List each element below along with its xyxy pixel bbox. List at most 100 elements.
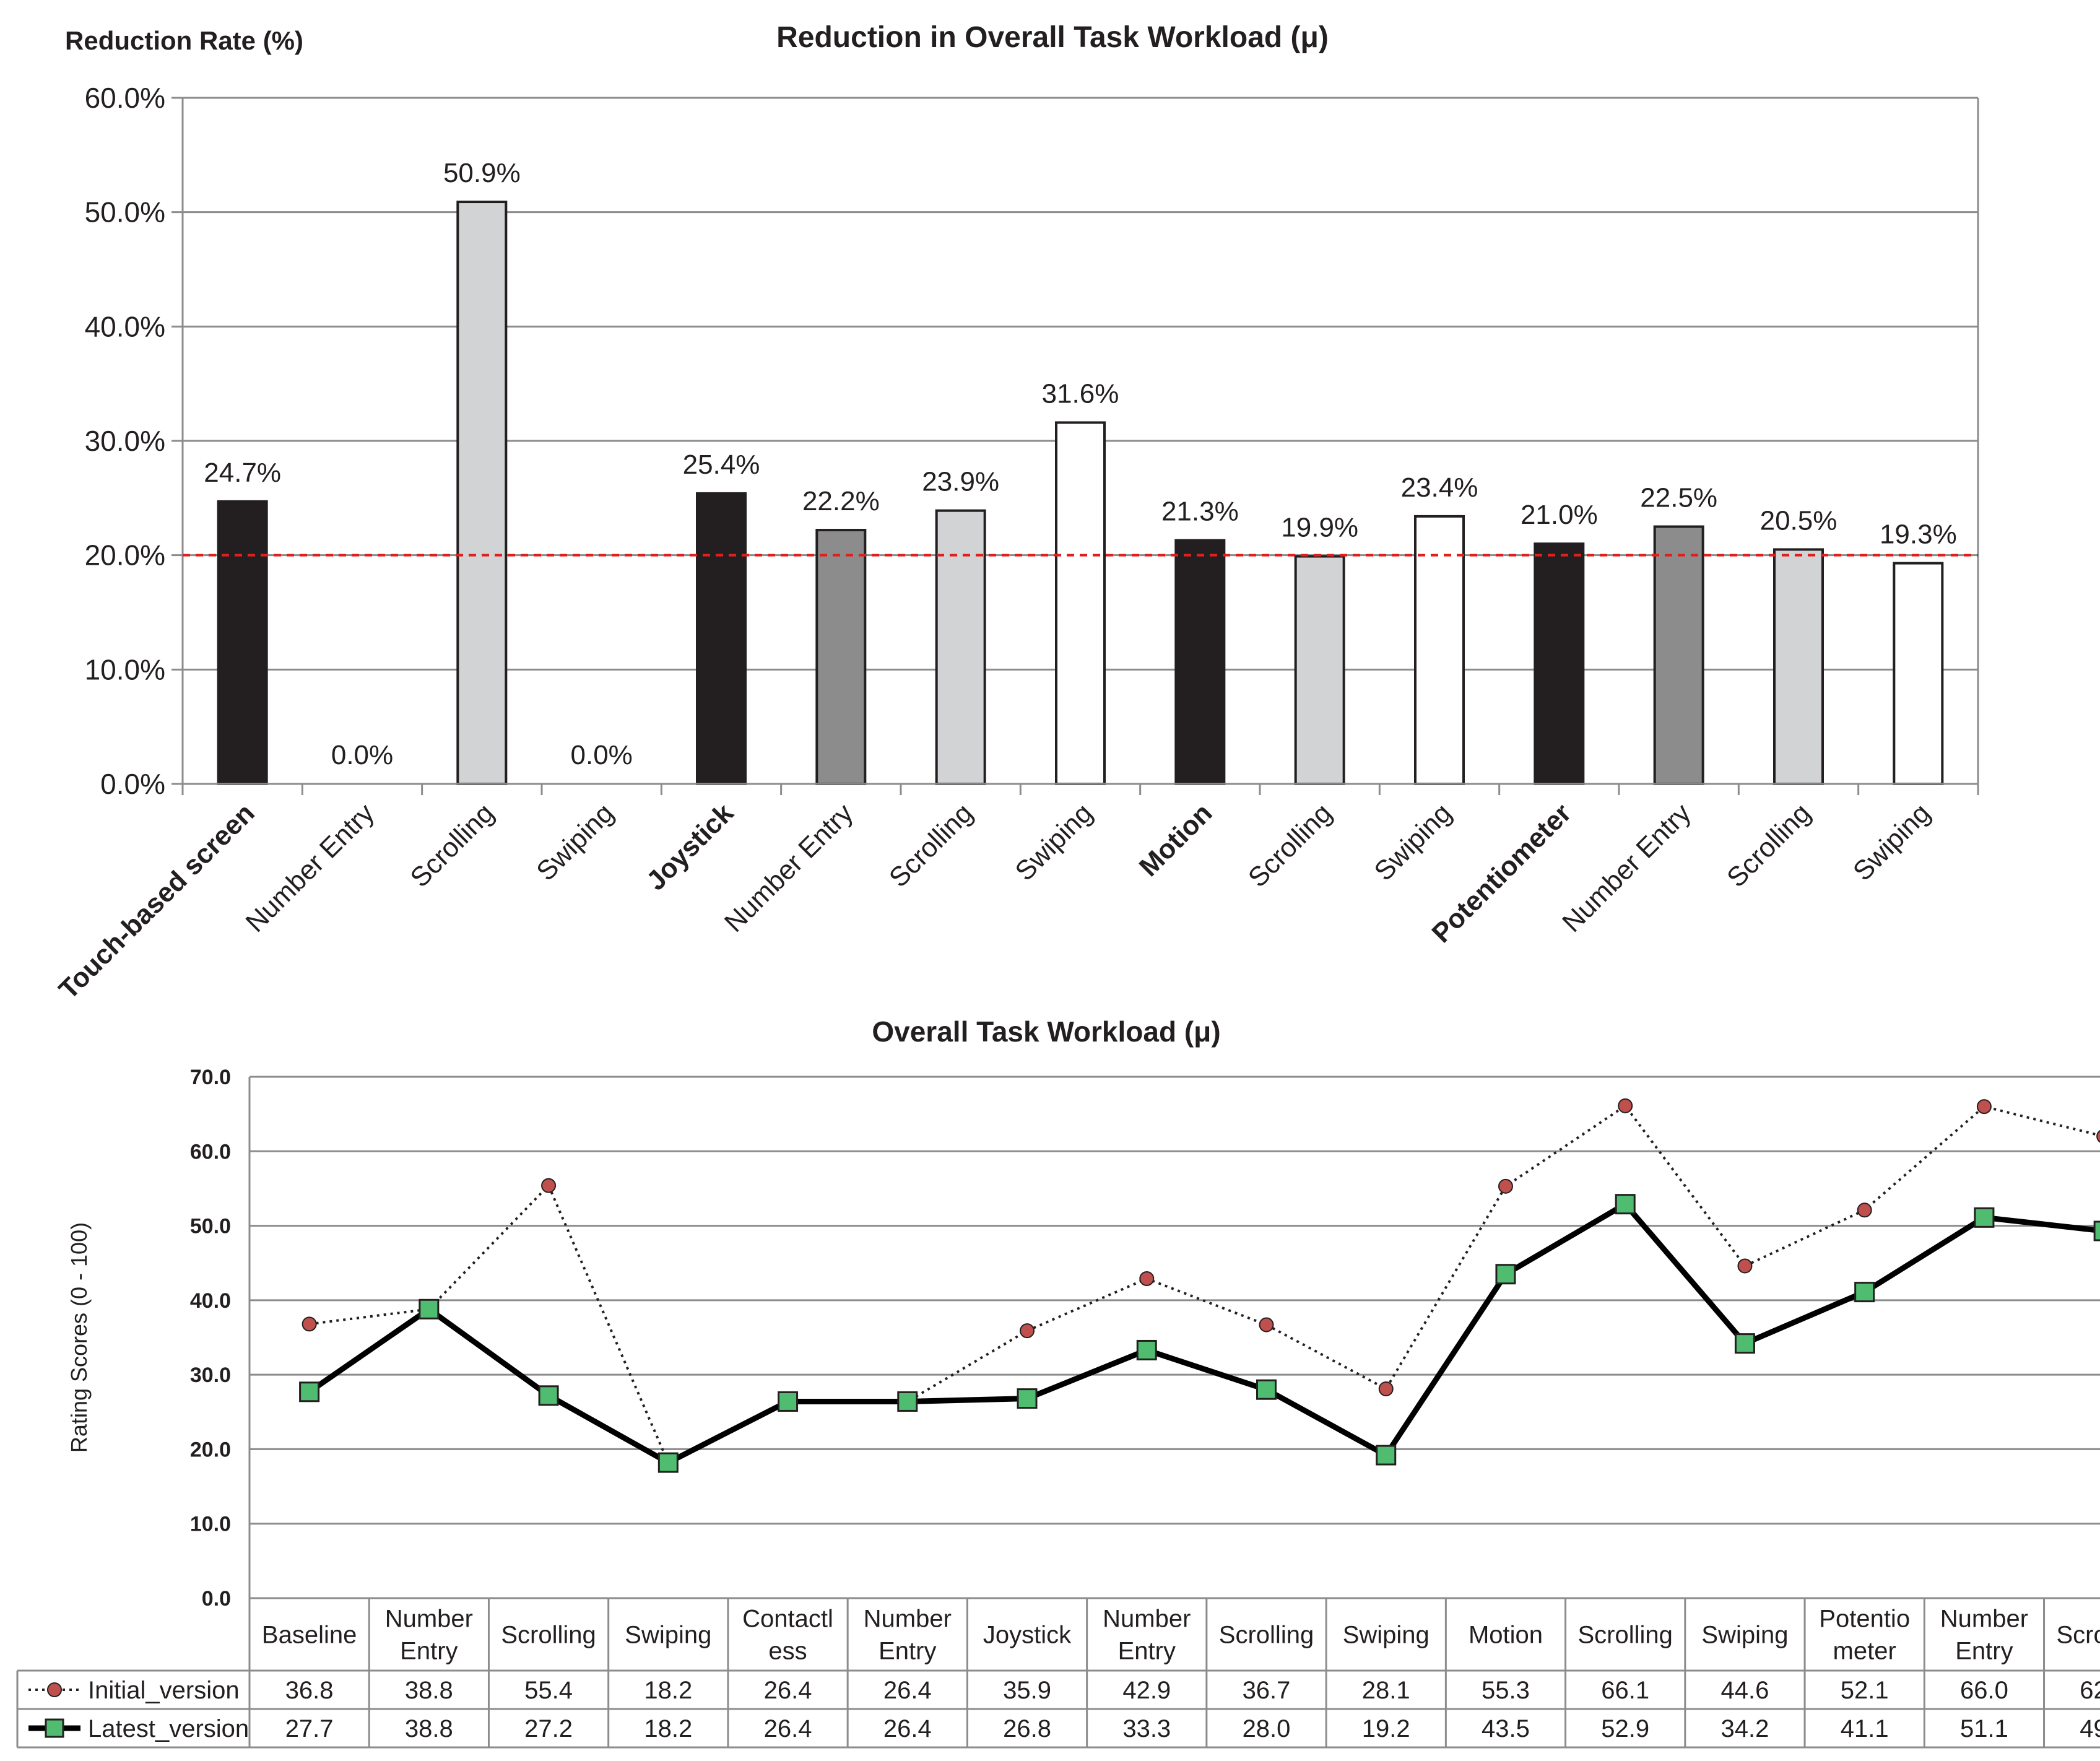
table-header-cell: Potentio [1819, 1606, 1910, 1633]
bar-value-label: 19.9% [1281, 513, 1358, 543]
bar-chart-y-tick-label: 30.0% [85, 425, 165, 457]
table-value-cell: 66.1 [1601, 1677, 1649, 1704]
point-latest-version [1136, 1339, 1157, 1360]
bar-chart-y-tick-label: 0.0% [100, 768, 165, 800]
bar [1414, 515, 1465, 785]
bar-value-label: 21.3% [1161, 497, 1239, 527]
bar [815, 529, 867, 785]
line-chart-y-tick-label: 60.0 [190, 1140, 231, 1163]
bar-value-label: 22.5% [1640, 483, 1717, 513]
line-chart-y-tick-label: 40.0 [190, 1289, 231, 1313]
point-initial-version [1737, 1258, 1753, 1274]
point-latest-version [657, 1452, 679, 1473]
point-latest-version [778, 1391, 799, 1412]
bar-x-tick-label: Swiping [531, 798, 620, 887]
table-value-cell: 34.2 [1721, 1715, 1769, 1742]
table-value-cell: 38.8 [405, 1715, 453, 1742]
bar [1893, 562, 1944, 785]
table-value-cell: 26.4 [764, 1715, 812, 1742]
bar-x-tick-label: Touch-based screen [53, 798, 261, 1005]
table-value-cell: 55.3 [1482, 1677, 1530, 1704]
bar [217, 500, 268, 786]
bar-value-label: 0.0% [331, 740, 393, 770]
bar-value-label: 31.6% [1042, 378, 1119, 409]
table-value-cell: 26.4 [883, 1677, 932, 1704]
bar-x-tick-label: Motion [1134, 798, 1218, 882]
series-line-latest-version [308, 1201, 2100, 1466]
table-value-cell: 38.8 [405, 1677, 453, 1704]
bar-chart-title: Reduction in Overall Task Workload (μ) [776, 21, 1329, 54]
point-latest-version [1854, 1282, 1875, 1303]
table-value-cell: 52.9 [1601, 1715, 1649, 1742]
table-header-cell: Swiping [625, 1622, 711, 1649]
bar-x-tick-label: Swiping [1368, 798, 1457, 887]
table-header-cell: Entry [1118, 1638, 1176, 1665]
table-value-cell: 41.1 [1841, 1715, 1889, 1742]
bar-x-tick-label: Scrolling [883, 798, 979, 893]
bar-chart: Reduction in Overall Task Workload (μ) R… [53, 21, 1979, 1005]
line-chart-gridlines [248, 1076, 2100, 1599]
table-header-cell: Scrolling [1219, 1622, 1314, 1649]
point-initial-version [302, 1316, 317, 1332]
table-value-cell: 36.8 [285, 1677, 334, 1704]
bar-x-tick-label: Swiping [1847, 798, 1937, 887]
bar [1773, 548, 1824, 786]
point-initial-version [1020, 1323, 1035, 1339]
table-value-cell: 44.6 [1721, 1677, 1769, 1704]
table-value-cell: 26.4 [764, 1677, 812, 1704]
table-value-cell: 62.0 [2080, 1677, 2100, 1704]
bar-chart-y-tick-label: 60.0% [85, 82, 165, 114]
table-value-cell: 51.1 [1960, 1715, 2008, 1742]
table-header-cell: Entry [1955, 1638, 2013, 1665]
table-header-cell: Number [1940, 1606, 2028, 1633]
point-initial-version [541, 1178, 557, 1193]
table-header-cell: Scrolling [2056, 1622, 2100, 1649]
bar [1534, 542, 1585, 785]
bar-value-label: 20.5% [1760, 505, 1838, 536]
bar-value-label: 0.0% [571, 740, 633, 770]
legend-series-name: Latest_version [88, 1715, 249, 1742]
bar-x-tick-label: Number Entry [240, 798, 380, 938]
table-value-cell: 27.7 [285, 1715, 334, 1742]
bar-chart-y-tick-label: 50.0% [85, 196, 165, 228]
bar-value-label: 21.0% [1521, 500, 1598, 530]
point-initial-version [1976, 1099, 1992, 1115]
bar [1055, 421, 1106, 785]
point-latest-version [299, 1381, 320, 1402]
data-table: Baseline Number Entry Scrolling Swiping Conta… [16, 1598, 2100, 1749]
bar-x-tick-label: Number Entry [719, 798, 859, 938]
table-header-cell: Number [1103, 1606, 1191, 1633]
bar-x-tick-label: Joystick [641, 798, 740, 897]
bar-x-tick-label: Swiping [1009, 798, 1098, 887]
table-value-cell: 26.4 [883, 1715, 932, 1742]
table-header-cell: Joystick [983, 1622, 1072, 1649]
table-header-cell: ess [768, 1638, 807, 1665]
bar [1653, 525, 1704, 785]
bar-chart-y-tick-label: 10.0% [85, 653, 165, 685]
table-value-cell: 36.7 [1243, 1677, 1291, 1704]
bar-x-tick-label: Scrolling [1721, 798, 1816, 893]
point-latest-version [897, 1391, 918, 1412]
bar [935, 509, 986, 785]
table-header-cell: Entry [400, 1638, 458, 1665]
table-value-cell: 27.2 [524, 1715, 573, 1742]
table-header-cell: Number [385, 1606, 473, 1633]
line-chart-y-tick-label: 50.0 [190, 1215, 231, 1238]
bar-x-tick-label: Number Entry [1556, 798, 1697, 938]
point-latest-version [538, 1385, 559, 1406]
point-latest-version [1974, 1207, 1995, 1228]
table-header-cell: Baseline [262, 1622, 357, 1649]
table-value-cell: 28.0 [1243, 1715, 1291, 1742]
table-header-cell: Number [864, 1606, 952, 1633]
bar-chart-value-labels: 24.7% 0.0% 50.9% 0.0% 25.4% 22.2% 23.9% 31.6% 21… [204, 158, 1956, 770]
point-initial-version [1139, 1271, 1155, 1286]
line-chart-y-tick-label: 30.0 [190, 1363, 231, 1387]
line-chart: Overall Task Workload (μ) Rating Scores … [16, 1015, 2100, 1749]
point-latest-version [1256, 1379, 1277, 1400]
bar-value-label: 23.9% [922, 467, 999, 497]
point-latest-version [1495, 1264, 1516, 1285]
point-initial-version [1498, 1178, 1513, 1194]
table-value-cell: 35.9 [1003, 1677, 1051, 1704]
bar-value-label: 19.3% [1880, 520, 1957, 550]
